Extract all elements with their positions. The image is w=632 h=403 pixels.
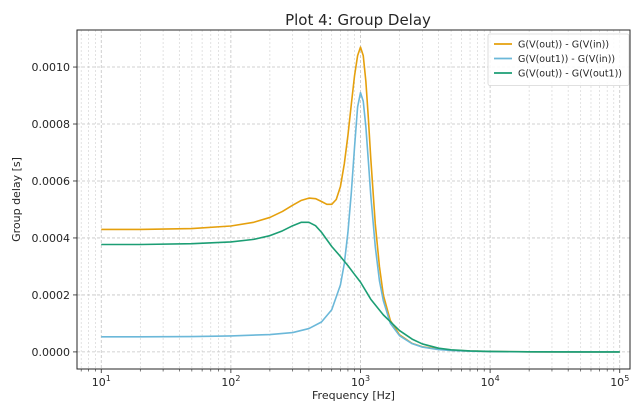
axis-ticks: 101 102 103 104 105 0.0000 0.0002 0.0004 0.0006 0… (32, 61, 630, 389)
x-tick-label: 103 (351, 374, 370, 389)
x-tick-label: 102 (221, 374, 240, 389)
y-tick-label: 0.0002 (32, 289, 71, 302)
legend-label: G(V(out)) - G(V(in)) (518, 40, 609, 51)
y-axis-label: Group delay [s] (10, 157, 23, 242)
y-tick-label: 0.0006 (32, 175, 71, 188)
x-tick-label: 101 (92, 374, 111, 389)
x-tick-label: 105 (610, 374, 629, 389)
legend: G(V(out)) - G(V(in)) G(V(out1)) - G(V(in)… (487, 33, 630, 86)
legend-label: G(V(out)) - G(V(out1)) (518, 69, 622, 80)
legend-entries: G(V(out)) - G(V(in)) G(V(out1)) - G(V(in)… (494, 40, 622, 80)
series-lines (101, 46, 620, 353)
y-tick-label: 0.0000 (32, 346, 71, 359)
x-axis-label: Frequency [Hz] (312, 389, 395, 402)
series-line-3 (101, 221, 620, 353)
series-line-2 (101, 91, 620, 353)
plot-area-frame (76, 29, 631, 370)
x-tick-label: 104 (481, 374, 500, 389)
legend-label: G(V(out1)) - G(V(in)) (518, 54, 615, 65)
y-tick-label: 0.0010 (32, 61, 71, 74)
legend-box (487, 33, 630, 86)
y-tick-label: 0.0008 (32, 118, 71, 131)
grid (77, 30, 630, 369)
y-tick-label: 0.0004 (32, 232, 71, 245)
chart-title: Plot 4: Group Delay (285, 11, 431, 29)
